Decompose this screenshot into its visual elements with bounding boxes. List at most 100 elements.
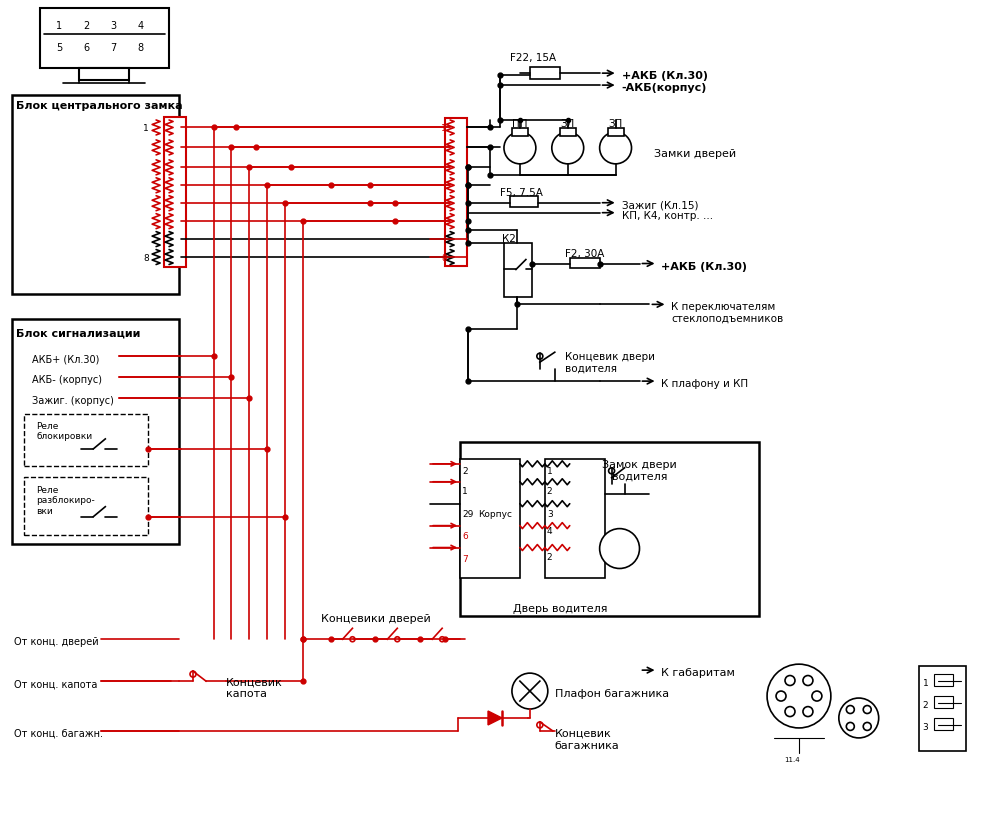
Text: 6: 6 bbox=[84, 43, 89, 53]
Text: ПП: ПП bbox=[512, 119, 528, 129]
Circle shape bbox=[395, 637, 400, 642]
Text: 8: 8 bbox=[137, 43, 144, 53]
Circle shape bbox=[537, 722, 543, 728]
Text: F5, 7.5А: F5, 7.5А bbox=[500, 187, 543, 198]
Circle shape bbox=[600, 132, 631, 165]
Bar bbox=[934, 674, 954, 686]
Polygon shape bbox=[488, 711, 502, 725]
Circle shape bbox=[350, 637, 355, 642]
Bar bbox=[460, 442, 759, 617]
Text: F22, 15А: F22, 15А bbox=[510, 53, 556, 63]
Circle shape bbox=[785, 676, 795, 686]
Circle shape bbox=[846, 723, 854, 730]
Bar bbox=[24, 415, 148, 466]
Bar bbox=[445, 119, 467, 267]
Bar bbox=[510, 196, 538, 208]
Text: К габаритам: К габаритам bbox=[662, 667, 735, 677]
Text: 11.4: 11.4 bbox=[784, 756, 799, 762]
Text: 6: 6 bbox=[462, 531, 468, 540]
Text: Замки дверей: Замки дверей bbox=[655, 149, 736, 159]
Text: -АКБ(корпус): -АКБ(корпус) bbox=[621, 83, 707, 93]
Text: Реле
блокировки: Реле блокировки bbox=[36, 421, 92, 440]
Text: 7: 7 bbox=[110, 43, 116, 53]
Bar bbox=[164, 118, 186, 268]
Text: Замок двери
водителя: Замок двери водителя bbox=[603, 460, 677, 481]
Text: АКБ- (корпус): АКБ- (корпус) bbox=[31, 375, 101, 385]
Text: 1: 1 bbox=[441, 124, 447, 132]
Circle shape bbox=[537, 354, 543, 359]
Circle shape bbox=[803, 707, 813, 717]
Bar bbox=[934, 718, 954, 730]
Circle shape bbox=[190, 672, 196, 677]
Bar bbox=[559, 129, 576, 137]
Text: +АКБ (Кл.30): +АКБ (Кл.30) bbox=[662, 261, 747, 272]
Text: 3: 3 bbox=[547, 509, 552, 518]
Text: Корпус: Корпус bbox=[478, 509, 512, 518]
Text: К переключателям
стеклоподъемников: К переключателям стеклоподъемников bbox=[671, 302, 783, 324]
Circle shape bbox=[608, 469, 614, 474]
Text: 2: 2 bbox=[923, 700, 928, 709]
Text: От конц. дверей: От конц. дверей bbox=[14, 637, 98, 647]
Text: 1: 1 bbox=[144, 124, 148, 132]
Text: +АКБ (Кл.30): +АКБ (Кл.30) bbox=[621, 71, 708, 81]
Text: 1: 1 bbox=[462, 486, 468, 495]
Text: F2, 30А: F2, 30А bbox=[565, 248, 605, 258]
Circle shape bbox=[838, 698, 879, 738]
Circle shape bbox=[767, 664, 831, 728]
Bar bbox=[504, 243, 532, 298]
Text: От конц. багажн.: От конц. багажн. bbox=[14, 728, 102, 738]
Text: Концевики дверей: Концевики дверей bbox=[320, 614, 431, 623]
Bar bbox=[530, 68, 559, 80]
Text: 3: 3 bbox=[110, 22, 116, 31]
Text: Блок сигнализации: Блок сигнализации bbox=[16, 328, 140, 338]
Text: К плафону и КП: К плафону и КП bbox=[662, 378, 748, 388]
Text: 2: 2 bbox=[547, 486, 552, 495]
Circle shape bbox=[846, 705, 854, 714]
Text: 7: 7 bbox=[462, 554, 468, 563]
Text: Концевик
капота: Концевик капота bbox=[226, 676, 283, 698]
Text: Дверь водителя: Дверь водителя bbox=[512, 604, 607, 614]
Text: 4: 4 bbox=[547, 526, 552, 535]
Text: Реле
разблокиро-
вки: Реле разблокиро- вки bbox=[36, 485, 95, 515]
Text: КП, К4, контр. ...: КП, К4, контр. ... bbox=[621, 210, 713, 220]
Text: 2: 2 bbox=[462, 466, 468, 475]
Bar bbox=[24, 477, 148, 535]
Bar bbox=[39, 9, 169, 69]
Text: 2: 2 bbox=[84, 22, 89, 31]
Text: ЗП: ЗП bbox=[608, 119, 622, 129]
Text: Зажиг (Кл.15): Зажиг (Кл.15) bbox=[621, 200, 698, 210]
Text: ЗЛ: ЗЛ bbox=[560, 119, 575, 129]
Bar bbox=[570, 258, 600, 269]
Bar bbox=[545, 460, 605, 579]
Circle shape bbox=[803, 676, 813, 686]
Circle shape bbox=[863, 723, 871, 730]
Text: К2: К2 bbox=[502, 233, 516, 243]
Circle shape bbox=[551, 132, 584, 165]
Circle shape bbox=[785, 707, 795, 717]
Bar bbox=[12, 320, 179, 544]
Circle shape bbox=[504, 132, 536, 165]
Text: 29: 29 bbox=[462, 509, 474, 518]
Circle shape bbox=[439, 637, 444, 642]
Circle shape bbox=[600, 529, 640, 569]
Circle shape bbox=[863, 705, 871, 714]
Bar bbox=[607, 129, 623, 137]
Text: Блок центрального замка: Блок центрального замка bbox=[16, 101, 182, 111]
Bar bbox=[918, 667, 966, 751]
Bar bbox=[12, 96, 179, 295]
Text: 8: 8 bbox=[441, 253, 447, 262]
Text: 1: 1 bbox=[547, 466, 552, 475]
Text: Концевик двери
водителя: Концевик двери водителя bbox=[565, 352, 655, 373]
Text: От конц. капота: От конц. капота bbox=[14, 678, 97, 688]
Circle shape bbox=[776, 691, 786, 701]
Text: 4: 4 bbox=[137, 22, 144, 31]
Text: 1: 1 bbox=[923, 678, 928, 687]
Text: Плафон багажника: Плафон багажника bbox=[554, 688, 668, 698]
Text: 5: 5 bbox=[56, 43, 63, 53]
Bar bbox=[934, 696, 954, 708]
Bar bbox=[460, 460, 520, 579]
Text: Концевик
багажника: Концевик багажника bbox=[554, 728, 619, 749]
Text: Зажиг. (корпус): Зажиг. (корпус) bbox=[31, 396, 113, 406]
Circle shape bbox=[812, 691, 822, 701]
Circle shape bbox=[512, 673, 548, 709]
